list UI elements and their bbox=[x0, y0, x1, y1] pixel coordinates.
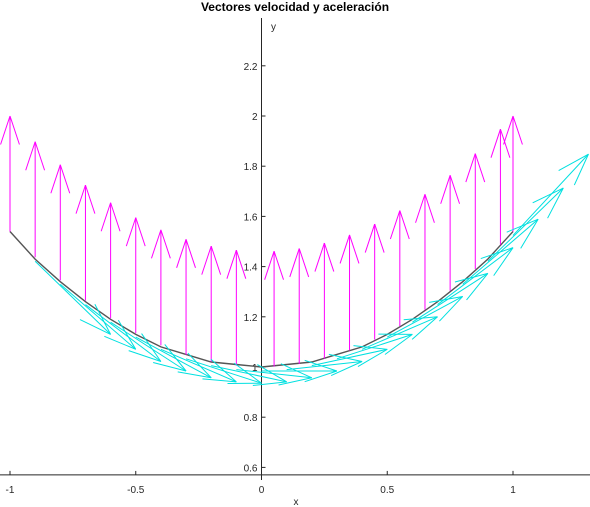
plot-marks: -1 -0.5 0 0.5 1 0.6 0.8 1 1.2 1.4 1.6 1.8 2 2.2 bbox=[0, 18, 590, 496]
velocity-vector bbox=[361, 316, 438, 350]
velocity-vector bbox=[160, 348, 237, 383]
acceleration-vector bbox=[314, 242, 335, 359]
y-tick-label: 1.6 bbox=[244, 212, 258, 223]
acceleration-vector bbox=[226, 250, 247, 366]
y-axis-label: y bbox=[271, 22, 276, 33]
acceleration-vector bbox=[415, 194, 435, 310]
acceleration-vector bbox=[389, 210, 410, 326]
x-tick-label: 0.5 bbox=[380, 485, 394, 496]
acceleration-vector bbox=[440, 175, 461, 291]
acceleration-vector bbox=[176, 239, 196, 355]
acceleration-vector bbox=[339, 234, 360, 351]
y-tick-label: 0.6 bbox=[244, 463, 258, 474]
acceleration-vector bbox=[125, 217, 146, 334]
velocity-vector bbox=[85, 304, 162, 362]
velocity-vector bbox=[336, 333, 413, 360]
y-tick-label: 1.2 bbox=[244, 313, 258, 324]
y-tick-label: 1.8 bbox=[244, 162, 258, 173]
velocity-vector bbox=[487, 187, 564, 262]
x-tick-label: 0 bbox=[259, 485, 265, 496]
y-tick-label: 1.4 bbox=[244, 263, 258, 274]
acceleration-vector bbox=[264, 251, 284, 367]
chart-title: Vectores velocidad y aceleración bbox=[201, 0, 389, 14]
velocity-vector bbox=[110, 321, 187, 372]
velocity-vector bbox=[412, 272, 489, 323]
acceleration-vector bbox=[503, 115, 523, 232]
y-tick-label: 2 bbox=[252, 112, 258, 123]
velocity-vector bbox=[387, 295, 464, 338]
x-axis-label: x bbox=[294, 497, 299, 507]
acceleration-vector bbox=[201, 245, 222, 362]
acceleration-vector bbox=[75, 184, 96, 301]
y-tick-label: 2.2 bbox=[244, 62, 258, 73]
velocity-vector bbox=[512, 153, 589, 236]
acceleration-vector bbox=[50, 164, 71, 281]
acceleration-vector bbox=[0, 115, 20, 232]
acceleration-vector bbox=[364, 223, 385, 340]
acceleration-vector bbox=[465, 153, 486, 270]
x-tick-label: 1 bbox=[510, 485, 516, 496]
y-tick-label: 0.8 bbox=[244, 413, 258, 424]
velocity-vector bbox=[211, 364, 287, 386]
y-tick-label: 1 bbox=[252, 363, 258, 374]
acceleration-vector bbox=[100, 202, 121, 319]
acceleration-vector bbox=[150, 229, 171, 346]
acceleration-vector bbox=[289, 248, 310, 364]
x-tick-label: -0.5 bbox=[127, 485, 145, 496]
velocity-vector bbox=[135, 336, 212, 379]
acceleration-vector bbox=[490, 129, 511, 245]
x-tick-label: -1 bbox=[6, 485, 15, 496]
acceleration-vector bbox=[25, 141, 46, 258]
velocity-vector bbox=[34, 260, 112, 335]
velocity-vector bbox=[59, 283, 137, 350]
